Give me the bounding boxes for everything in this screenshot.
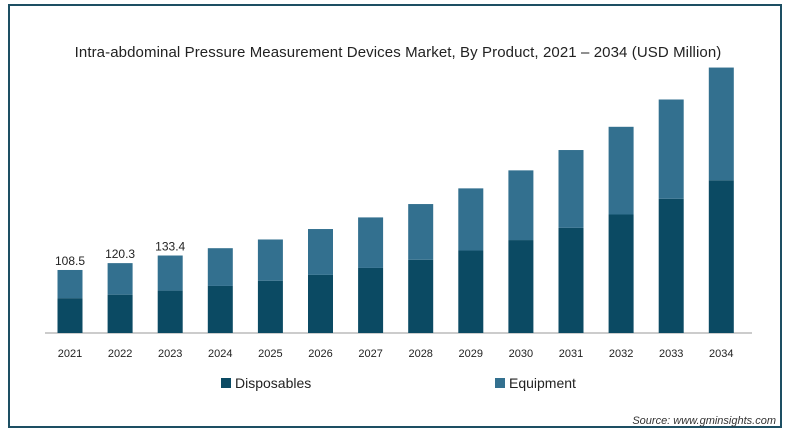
bar-disposables-2024 bbox=[207, 285, 233, 333]
x-tick-label-2030: 2030 bbox=[509, 348, 533, 360]
bar-equipment-2027 bbox=[358, 217, 384, 268]
bar-equipment-2032 bbox=[608, 126, 634, 215]
x-tick-label-2032: 2032 bbox=[609, 348, 633, 360]
bar-disposables-2028 bbox=[408, 259, 434, 333]
bar-equipment-2034 bbox=[708, 67, 734, 181]
legend-swatch-equipment bbox=[495, 378, 505, 388]
bar-equipment-2033 bbox=[658, 99, 684, 199]
bar-disposables-2025 bbox=[257, 280, 283, 333]
source-note: Source: www.gminsights.com bbox=[632, 415, 776, 427]
x-tick-label-2033: 2033 bbox=[659, 348, 683, 360]
bar-disposables-2033 bbox=[658, 198, 684, 333]
bar-disposables-2034 bbox=[708, 180, 734, 333]
bar-disposables-2023 bbox=[157, 290, 183, 333]
x-tick-label-2025: 2025 bbox=[258, 348, 282, 360]
x-tick-label-2029: 2029 bbox=[459, 348, 483, 360]
bar-equipment-2028 bbox=[408, 204, 434, 260]
chart-frame bbox=[8, 4, 782, 428]
bar-equipment-2025 bbox=[257, 239, 283, 281]
bar-equipment-2030 bbox=[508, 170, 534, 241]
data-label-2023: 133.4 bbox=[155, 240, 185, 254]
chart-title: Intra-abdominal Pressure Measurement Dev… bbox=[74, 44, 722, 61]
x-tick-label-2028: 2028 bbox=[408, 348, 432, 360]
bar-disposables-2021 bbox=[57, 298, 83, 333]
x-tick-label-2031: 2031 bbox=[559, 348, 583, 360]
bar-disposables-2027 bbox=[358, 267, 384, 333]
legend-label-disposables: Disposables bbox=[235, 375, 311, 391]
legend-label-equipment: Equipment bbox=[509, 375, 576, 391]
legend-swatch-disposables bbox=[221, 378, 231, 388]
bar-equipment-2029 bbox=[458, 188, 484, 251]
x-tick-label-2023: 2023 bbox=[158, 348, 182, 360]
x-tick-label-2026: 2026 bbox=[308, 348, 332, 360]
bar-equipment-2026 bbox=[308, 229, 333, 275]
bar-disposables-2031 bbox=[558, 227, 584, 333]
x-tick-label-2022: 2022 bbox=[108, 348, 132, 360]
bar-disposables-2026 bbox=[308, 274, 333, 333]
bar-disposables-2032 bbox=[608, 214, 634, 333]
bar-disposables-2030 bbox=[508, 240, 534, 333]
bar-disposables-2029 bbox=[458, 250, 484, 333]
bar-equipment-2022 bbox=[107, 263, 133, 295]
x-tick-label-2021: 2021 bbox=[58, 348, 82, 360]
data-label-2021: 108.5 bbox=[55, 254, 85, 268]
bar-equipment-2021 bbox=[57, 269, 83, 299]
x-tick-label-2024: 2024 bbox=[208, 348, 232, 360]
bar-disposables-2022 bbox=[107, 294, 133, 333]
bar-equipment-2031 bbox=[558, 150, 584, 228]
bar-equipment-2024 bbox=[207, 248, 233, 286]
bar-equipment-2023 bbox=[157, 255, 183, 291]
data-label-2022: 120.3 bbox=[105, 247, 135, 261]
x-tick-label-2027: 2027 bbox=[358, 348, 382, 360]
x-tick-label-2034: 2034 bbox=[709, 348, 733, 360]
